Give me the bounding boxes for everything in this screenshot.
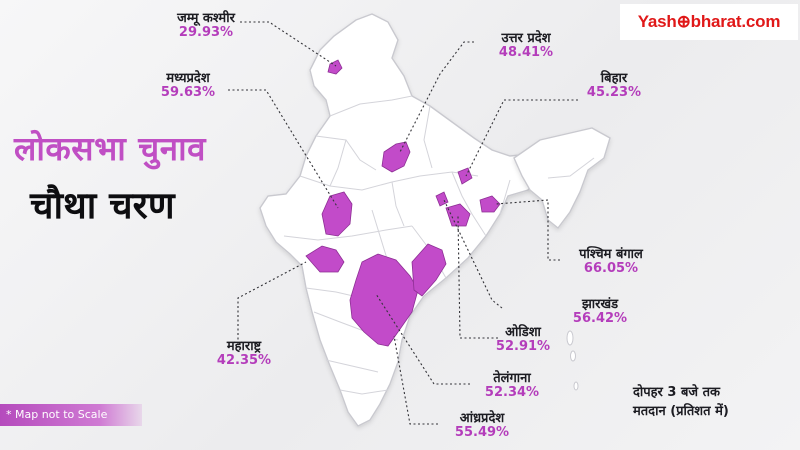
state-turnout: 42.35%	[216, 353, 272, 369]
state-name: आंध्रप्रदेश	[459, 411, 505, 426]
state-turnout: 56.42%	[572, 311, 628, 327]
state-name: बिहार	[600, 71, 628, 86]
headline: लोकसभा चुनाव	[14, 129, 206, 168]
region-ap-coast	[411, 243, 447, 297]
leader-odisha	[457, 215, 498, 339]
label-bihar: बिहार 45.23%	[574, 71, 654, 101]
state-name: जम्मू कश्मीर	[177, 11, 235, 26]
leader-wb	[495, 199, 560, 261]
leader-maha	[237, 261, 307, 344]
leader-jk	[240, 21, 337, 67]
state-turnout: 66.05%	[583, 261, 639, 277]
label-mp: मध्यप्रदेश 59.63%	[140, 71, 236, 101]
subheadline: चौथा चरण	[30, 184, 175, 227]
time-note-line1: दोपहर 3 बजे तक	[633, 385, 720, 400]
time-note-line2: मतदान (प्रतिशत में)	[633, 403, 729, 419]
map-scale-note: * Map not to Scale	[0, 404, 142, 426]
india-outline	[259, 13, 541, 427]
leader-mp	[228, 89, 339, 209]
state-name: ओडिशा	[505, 325, 541, 340]
state-turnout: 45.23%	[586, 85, 642, 101]
leader-bihar	[465, 99, 578, 177]
time-note: दोपहर 3 बजे तक मतदान (प्रतिशत में)	[633, 384, 729, 422]
leader-ap	[393, 335, 438, 425]
highlighted-regions	[305, 59, 501, 347]
state-name: तेलंगाना	[493, 371, 531, 386]
leader-jharkhand	[443, 199, 503, 309]
state-name: उत्तर प्रदेश	[501, 31, 551, 46]
label-ap: आंध्रप्रदेश 55.49%	[430, 411, 534, 441]
label-wb: पश्चिम बंगाल 66.05%	[556, 247, 666, 277]
region-mp	[321, 191, 353, 237]
andaman-islands	[566, 330, 579, 391]
brand-logo-text: Yash⊕bharat.com	[637, 12, 781, 31]
region-telangana-ap	[349, 253, 419, 347]
state-name: पश्चिम बंगाल	[579, 247, 643, 262]
label-jk: जम्मू कश्मीर 29.93%	[150, 11, 262, 41]
state-turnout: 52.91%	[495, 339, 551, 355]
region-maha	[305, 245, 345, 273]
state-turnout: 59.63%	[160, 85, 216, 101]
leader-telangana	[375, 293, 470, 385]
state-name: झारखंड	[581, 297, 619, 312]
label-up: उत्तर प्रदेश 48.41%	[478, 31, 574, 61]
brand-logo: Yash⊕bharat.com	[620, 4, 798, 40]
state-turnout: 55.49%	[454, 425, 510, 441]
leader-up	[399, 41, 474, 153]
state-turnout: 29.93%	[178, 25, 234, 41]
state-turnout: 48.41%	[498, 45, 554, 61]
label-odisha: ओडिशा 52.91%	[486, 325, 560, 355]
state-borders	[283, 95, 595, 395]
state-name: महाराष्ट्र	[226, 339, 262, 354]
label-telangana: तेलंगाना 52.34%	[468, 371, 556, 401]
state-turnout: 52.34%	[484, 385, 540, 401]
northeast-outline	[513, 127, 611, 229]
label-maha: महाराष्ट्र 42.35%	[196, 339, 292, 369]
state-name: मध्यप्रदेश	[166, 71, 210, 86]
region-wb	[479, 195, 501, 213]
leader-lines	[228, 21, 578, 425]
region-up	[381, 141, 411, 173]
region-jharkhand	[435, 191, 449, 207]
region-odisha	[445, 203, 471, 227]
label-jharkhand: झारखंड 56.42%	[560, 297, 640, 327]
